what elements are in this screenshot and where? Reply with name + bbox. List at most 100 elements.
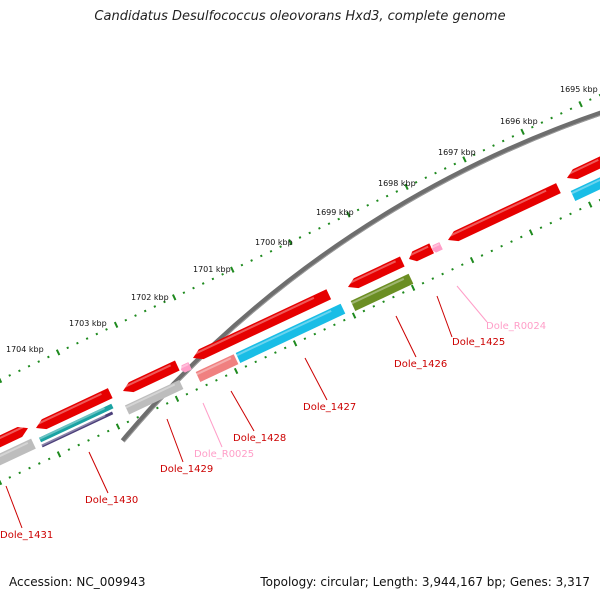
gene-next-shine [565,158,599,177]
inner-tick [106,429,110,433]
scale-tick [588,98,592,101]
gene-dole-1429 [121,360,180,393]
scale-tick [18,369,21,373]
inner-tick [372,304,376,308]
inner-tick [56,451,62,458]
scale-label: 1703 kbp [69,319,107,328]
scale-tick [327,222,331,226]
scale-tick [569,107,573,111]
scale-tick [172,294,177,301]
scale-tick [134,314,137,317]
scale-tick [501,139,505,143]
topology-info: Topology: circular; Length: 3,944,167 bp… [260,575,590,589]
gene-label: Dole_1431 [0,530,53,541]
gene-next-body [567,156,600,180]
inner-tick [460,263,464,267]
gene-label: Dole_1428 [233,433,286,444]
gene-dole-1427-fwd [191,289,332,360]
inner-tick [431,277,435,280]
inner-tick [126,420,130,424]
gene-dole-1430-fwd [34,388,113,430]
gene-label: Dole_1429 [160,464,213,475]
inner-tick [156,406,159,410]
inner-tick [549,221,553,225]
inner-tick [115,423,121,430]
gene-label-leader [230,390,255,432]
track-teal [38,403,114,443]
gene-dole-1426-fwd-shine [346,260,397,286]
scale-tick [492,144,495,147]
inner-tick [401,291,405,294]
gene-dole-1427-fwd-shine [191,296,315,357]
gene-dole-1424-body [448,183,561,242]
scale-label: 1697 kbp [438,148,476,157]
scale-tick [230,266,235,273]
inner-tick [323,328,326,331]
scale-tick [47,355,50,359]
backbone-highlight [123,114,600,443]
scale-label: 1696 kbp [500,117,538,126]
scale-label: 1701 kbp [193,265,231,274]
gene-label-leader [5,485,23,529]
inner-tick [292,340,298,347]
gene-next [565,156,600,180]
inner-tick [382,300,385,304]
inner-tick [185,392,189,396]
gene-dole-1426-shine [351,277,405,305]
scale-tick [366,203,370,207]
scale-tick [530,125,534,129]
scale-tick [201,282,205,285]
gene-dole-1430-fwd-body [36,388,113,430]
inner-tick [264,355,267,359]
inner-tick [224,374,228,378]
gene-dole-1426 [350,273,414,311]
gene-label: Dole_1430 [85,495,138,506]
rna-dole-r0025-body [181,362,192,373]
gene-dole-1429-body [123,360,180,393]
gene-label-leader [202,402,223,448]
scale-tick [143,309,147,313]
inner-tick [578,207,582,211]
inner-tick [47,457,51,461]
inner-tick [421,281,425,285]
inner-tick [451,267,454,271]
gene-label: Dole_1426 [394,359,447,370]
track-cyan-edge-body [570,177,600,201]
inner-tick [490,249,494,253]
scale-tick [395,190,399,193]
scale-label: 1699 kbp [316,208,354,217]
inner-tick [274,351,277,354]
scale-tick [453,162,457,166]
scale-tick [462,156,467,163]
gene-label-leader [304,357,328,401]
scale-tick [211,277,215,281]
rna-dole-r0025 [179,362,192,373]
gene-dole-1428-body [195,354,239,382]
scale-tick [578,101,583,108]
scale-tick [250,259,253,262]
inner-tick [165,402,169,405]
inner-tick [392,295,395,299]
inner-tick [539,226,543,230]
inner-tick [410,284,416,291]
scale-tick [269,249,273,253]
gene-label-leader [436,295,453,338]
scale-tick [550,116,553,120]
track-gray-2-body [124,380,184,415]
track-purple-shine [41,414,106,447]
inner-tick [28,466,31,470]
inner-tick [87,439,90,442]
scale-tick [520,128,525,135]
scale-tick [37,360,41,363]
accession-label: Accession: [9,575,73,589]
scale-label: 1702 kbp [131,293,169,302]
track-purple-body [41,411,114,448]
genome-backbone [120,110,600,443]
scale-tick [76,341,79,345]
gene-label: Dole_R0024 [486,321,546,332]
scale-tick [182,291,186,295]
track-gray-2 [124,380,184,415]
backbone-arc [120,110,600,443]
accession-value: NC_009943 [76,575,146,589]
